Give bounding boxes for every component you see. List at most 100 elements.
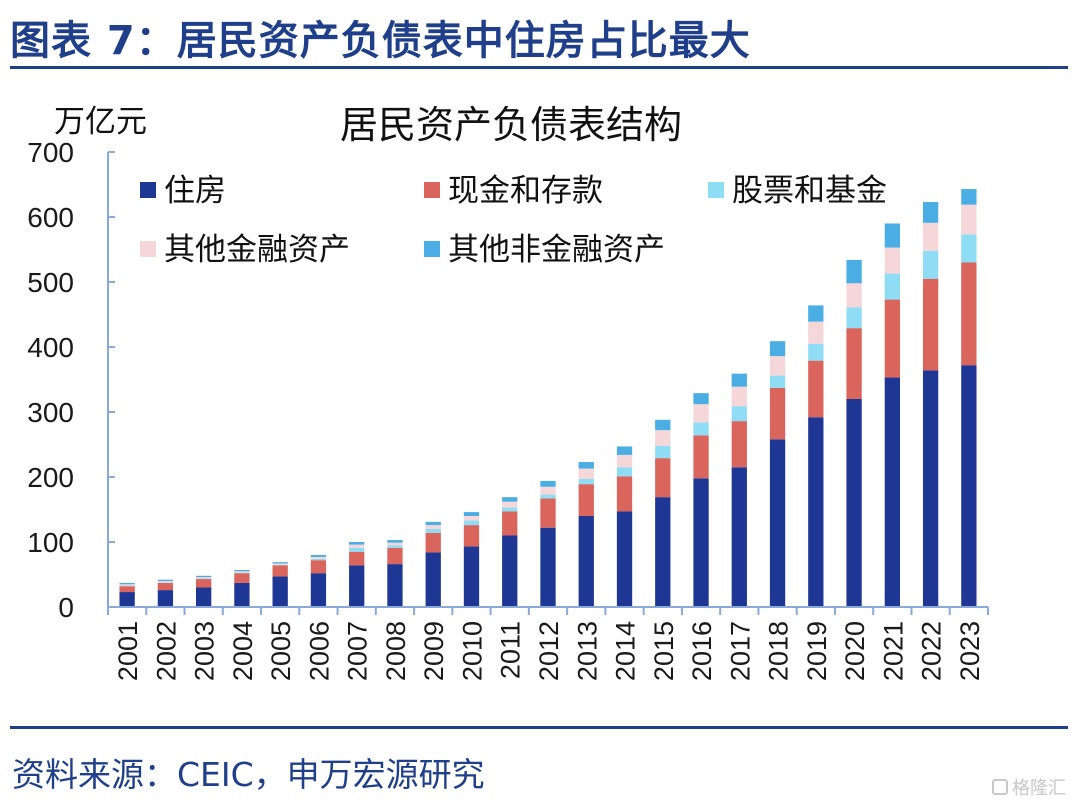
bar-segment-2001-0 — [119, 592, 135, 607]
watermark: 格隆汇 — [992, 774, 1066, 800]
bar-segment-2007-3 — [349, 544, 365, 548]
bars-layer — [119, 189, 977, 607]
watermark-logo-icon — [992, 779, 1008, 795]
bar-segment-2008-3 — [387, 542, 403, 546]
x-tick-label: 2022 — [917, 621, 947, 681]
legend-swatch-1 — [424, 182, 440, 198]
bar-segment-2012-0 — [540, 527, 556, 607]
bar-segment-2022-4 — [922, 202, 939, 223]
bar-segment-2022-1 — [922, 278, 939, 371]
x-tick-label: 2004 — [228, 621, 258, 681]
x-tick-label: 2023 — [955, 621, 985, 681]
x-tick-label: 2008 — [381, 621, 411, 681]
bar-segment-2011-2 — [502, 507, 518, 512]
bar-segment-2008-1 — [387, 547, 403, 565]
bar-segment-2005-0 — [272, 576, 288, 607]
bar-segment-2022-0 — [922, 370, 939, 607]
bar-segment-2009-1 — [425, 532, 441, 553]
bar-segment-2005-4 — [272, 562, 288, 564]
bar-segment-2015-4 — [655, 419, 671, 431]
y-tick-label: 0 — [58, 592, 74, 623]
bar-segment-2002-1 — [157, 582, 174, 591]
bar-segment-2003-1 — [196, 579, 212, 588]
y-axis-unit: 万亿元 — [54, 104, 147, 140]
bar-segment-2022-2 — [922, 250, 939, 279]
bar-segment-2012-1 — [540, 498, 556, 528]
bar-segment-2011-0 — [502, 535, 518, 607]
bar-segment-2014-0 — [616, 511, 633, 607]
x-tick-label: 2003 — [190, 621, 220, 681]
x-tick-label: 2017 — [725, 621, 755, 681]
bar-segment-2020-3 — [846, 283, 862, 308]
bar-segment-2011-3 — [502, 501, 518, 508]
y-tick-label: 400 — [27, 332, 74, 363]
bar-segment-2012-4 — [540, 480, 556, 487]
bar-segment-2004-3 — [234, 571, 250, 573]
bar-segment-2021-0 — [884, 377, 900, 607]
bar-segment-2016-1 — [693, 435, 709, 479]
legend-swatch-0 — [140, 182, 156, 198]
bar-segment-2013-3 — [578, 468, 594, 479]
bar-segment-2020-0 — [846, 399, 862, 607]
bar-segment-2020-1 — [846, 328, 862, 399]
bar-segment-2009-0 — [425, 552, 441, 607]
bar-segment-2015-3 — [655, 430, 671, 446]
legend-swatch-4 — [424, 241, 440, 257]
bar-segment-2003-2 — [196, 578, 212, 580]
bar-segment-2020-4 — [846, 259, 862, 284]
x-tick-label: 2021 — [878, 621, 908, 681]
legend-label-1: 现金和存款 — [448, 173, 603, 209]
y-tick-label: 300 — [27, 397, 74, 428]
bar-segment-2006-4 — [310, 555, 327, 557]
bottom-rule — [10, 726, 1068, 729]
bar-segment-2004-1 — [234, 573, 250, 583]
x-tick-label: 2018 — [764, 621, 794, 681]
bar-segment-2008-0 — [387, 564, 403, 607]
bar-segment-2002-3 — [157, 581, 174, 583]
legend-swatch-3 — [140, 241, 156, 257]
bar-segment-2014-1 — [616, 476, 633, 512]
bar-segment-2016-4 — [693, 393, 709, 405]
bar-segment-2023-3 — [961, 204, 977, 235]
bar-segment-2014-2 — [616, 467, 633, 477]
bar-segment-2013-4 — [578, 462, 594, 469]
bar-segment-2007-1 — [349, 551, 365, 566]
bar-segment-2019-0 — [808, 417, 824, 607]
bar-segment-2021-2 — [884, 273, 900, 300]
x-tick-label: 2002 — [151, 621, 181, 681]
x-tick-label: 2007 — [343, 621, 373, 681]
watermark-text: 格隆汇 — [1012, 778, 1066, 799]
bar-segment-2007-2 — [349, 547, 365, 552]
bar-segment-2003-4 — [196, 575, 212, 578]
axes-layer: 0 100 200 300 400 500 600 700 2001 2002 2003 2004 20… — [27, 137, 989, 681]
x-tick-label: 2016 — [687, 621, 717, 681]
x-tick-label: 2014 — [611, 621, 641, 681]
bar-segment-2015-0 — [655, 497, 671, 607]
bar-segment-2022-3 — [922, 222, 939, 251]
bar-segment-2010-3 — [463, 516, 480, 521]
bar-segment-2009-2 — [425, 529, 441, 533]
bar-segment-2001-1 — [119, 586, 135, 593]
x-tick-label: 2010 — [457, 621, 487, 681]
bar-segment-2009-3 — [425, 525, 441, 529]
bar-segment-2001-2 — [119, 585, 135, 587]
bar-segment-2002-2 — [157, 582, 174, 583]
legend-swatch-2 — [708, 182, 724, 198]
bar-segment-2015-1 — [655, 458, 671, 498]
bar-segment-2003-3 — [196, 577, 212, 579]
source-note: 资料来源：CEIC，申万宏源研究 — [12, 755, 485, 794]
bar-segment-2011-4 — [502, 497, 518, 502]
bar-segment-2010-2 — [463, 520, 480, 526]
legend-label-2: 股票和基金 — [732, 173, 887, 209]
bar-segment-2017-1 — [731, 421, 747, 468]
bar-segment-2013-2 — [578, 478, 594, 485]
figure-title: 图表 7：居民资产负债表中住房占比最大 — [10, 18, 751, 64]
chart-title: 居民资产负债表结构 — [340, 103, 683, 147]
bar-segment-2017-2 — [731, 406, 747, 422]
x-tick-label: 2005 — [266, 621, 296, 681]
x-tick-label: 2012 — [534, 621, 564, 681]
bar-segment-2010-4 — [463, 512, 480, 516]
bar-segment-2008-2 — [387, 545, 403, 548]
legend-label-4: 其他非金融资产 — [448, 232, 665, 268]
